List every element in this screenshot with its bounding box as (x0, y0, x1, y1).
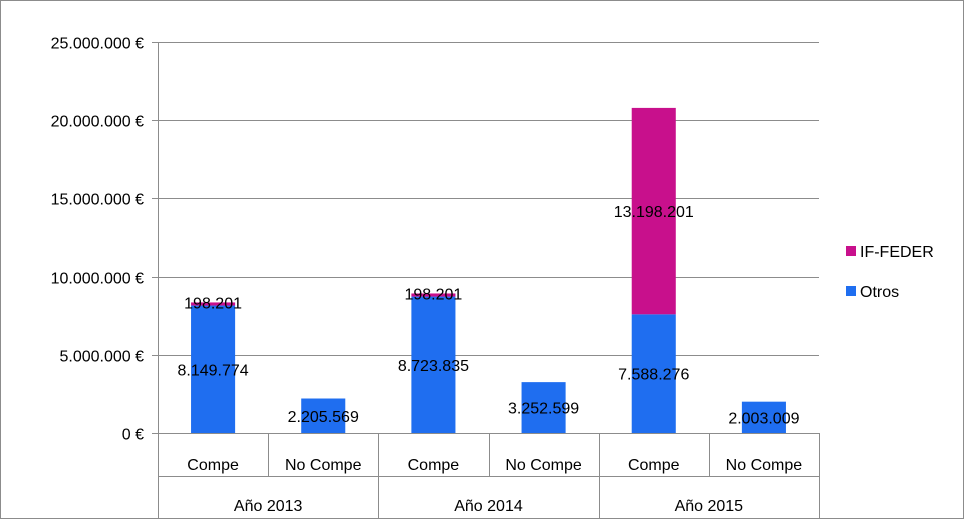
legend-swatch (846, 246, 856, 256)
x-category-label: No Compe (285, 457, 362, 474)
legend-label: Otros (860, 284, 899, 301)
data-label: 3.252.599 (508, 401, 579, 418)
x-category-label: Compe (408, 457, 460, 474)
bar-if-feder (631, 107, 676, 315)
y-tick-label: 20.000.000 € (51, 114, 145, 131)
x-category-label: Compe (628, 457, 680, 474)
data-labels: 8.149.774 2.205.569 8.723.835 3.252.599 7.58… (177, 204, 799, 427)
x-group-label: Año 2015 (675, 498, 744, 515)
bar-otros (741, 401, 786, 433)
y-tick-label: 10.000.000 € (51, 271, 145, 288)
data-label: 198.201 (404, 286, 462, 303)
bars (191, 107, 786, 433)
legend-label: IF-FEDER (860, 244, 934, 261)
data-label: 2.205.569 (288, 409, 359, 426)
bar-if-feder (411, 293, 456, 297)
bar-otros (301, 398, 346, 433)
x-group-label: Año 2014 (454, 498, 523, 515)
x-category-label: No Compe (726, 457, 803, 474)
axes: 0 € 5.000.000 € 10.000.000 € 15.000.000 € 20… (51, 36, 820, 518)
x-category-label: Compe (187, 457, 239, 474)
data-label: 13.198.201 (614, 204, 694, 221)
data-label: 198.201 (184, 295, 242, 312)
legend-swatch (846, 286, 856, 296)
y-tick-label: 15.000.000 € (51, 192, 145, 209)
y-tick-label: 5.000.000 € (59, 349, 144, 366)
x-group-label: Año 2013 (234, 498, 303, 515)
legend: IF-FEDER Otros (846, 244, 934, 301)
bar-if-feder (191, 302, 236, 306)
bar-otros (191, 305, 236, 433)
y-tick-label: 0 € (122, 427, 144, 444)
bar-otros (631, 314, 676, 433)
y-tick-label: 25.000.000 € (51, 36, 145, 53)
bar-otros (521, 382, 566, 433)
data-label: 7.588.276 (618, 367, 689, 384)
x-category-label: No Compe (505, 457, 582, 474)
data-label: 2.003.009 (728, 410, 799, 427)
data-label: 8.723.835 (398, 358, 469, 375)
gridlines (158, 42, 819, 356)
bar-otros (411, 296, 456, 433)
data-label: 8.149.774 (177, 362, 248, 379)
